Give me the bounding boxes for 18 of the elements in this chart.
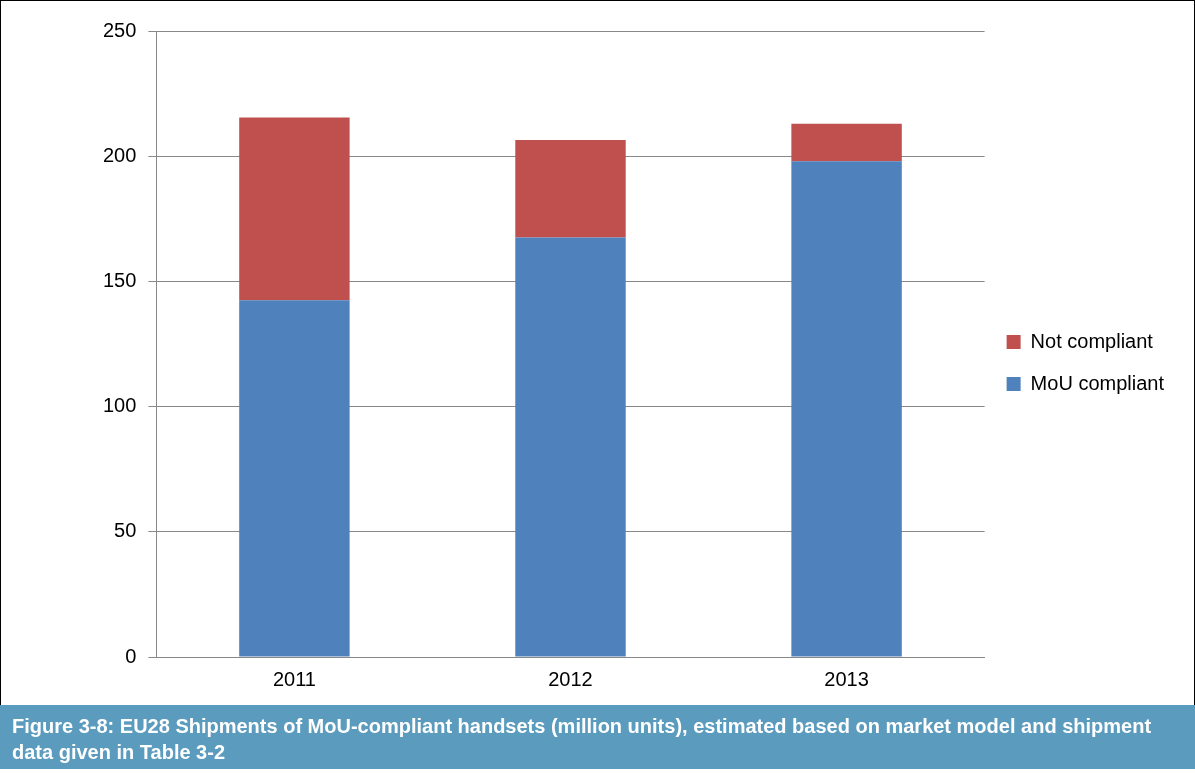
bar (515, 139, 626, 238)
bar (239, 117, 350, 301)
y-tick-label: 250 (102, 18, 137, 41)
y-tick-label: 150 (102, 268, 137, 291)
y-tick-label: 200 (102, 143, 137, 166)
legend-label: Not compliant (1030, 329, 1154, 352)
legend-label: MoU compliant (1030, 371, 1165, 394)
bar (239, 300, 350, 657)
x-tick-label: 2013 (824, 667, 869, 690)
bar (791, 123, 902, 162)
y-tick-label: 50 (114, 519, 137, 542)
x-tick-label: 2011 (272, 667, 316, 690)
bar (515, 237, 626, 657)
y-tick-label: 100 (102, 394, 137, 417)
y-tick-label: 0 (125, 644, 137, 667)
caption: Figure 3-8: EU28 Shipments of MoU-compliant handsets (million units), estimated based on market model and shipment data given in Table 3-2 (0, 705, 1195, 769)
x-tick-label: 2012 (548, 667, 593, 690)
bar (791, 161, 902, 657)
